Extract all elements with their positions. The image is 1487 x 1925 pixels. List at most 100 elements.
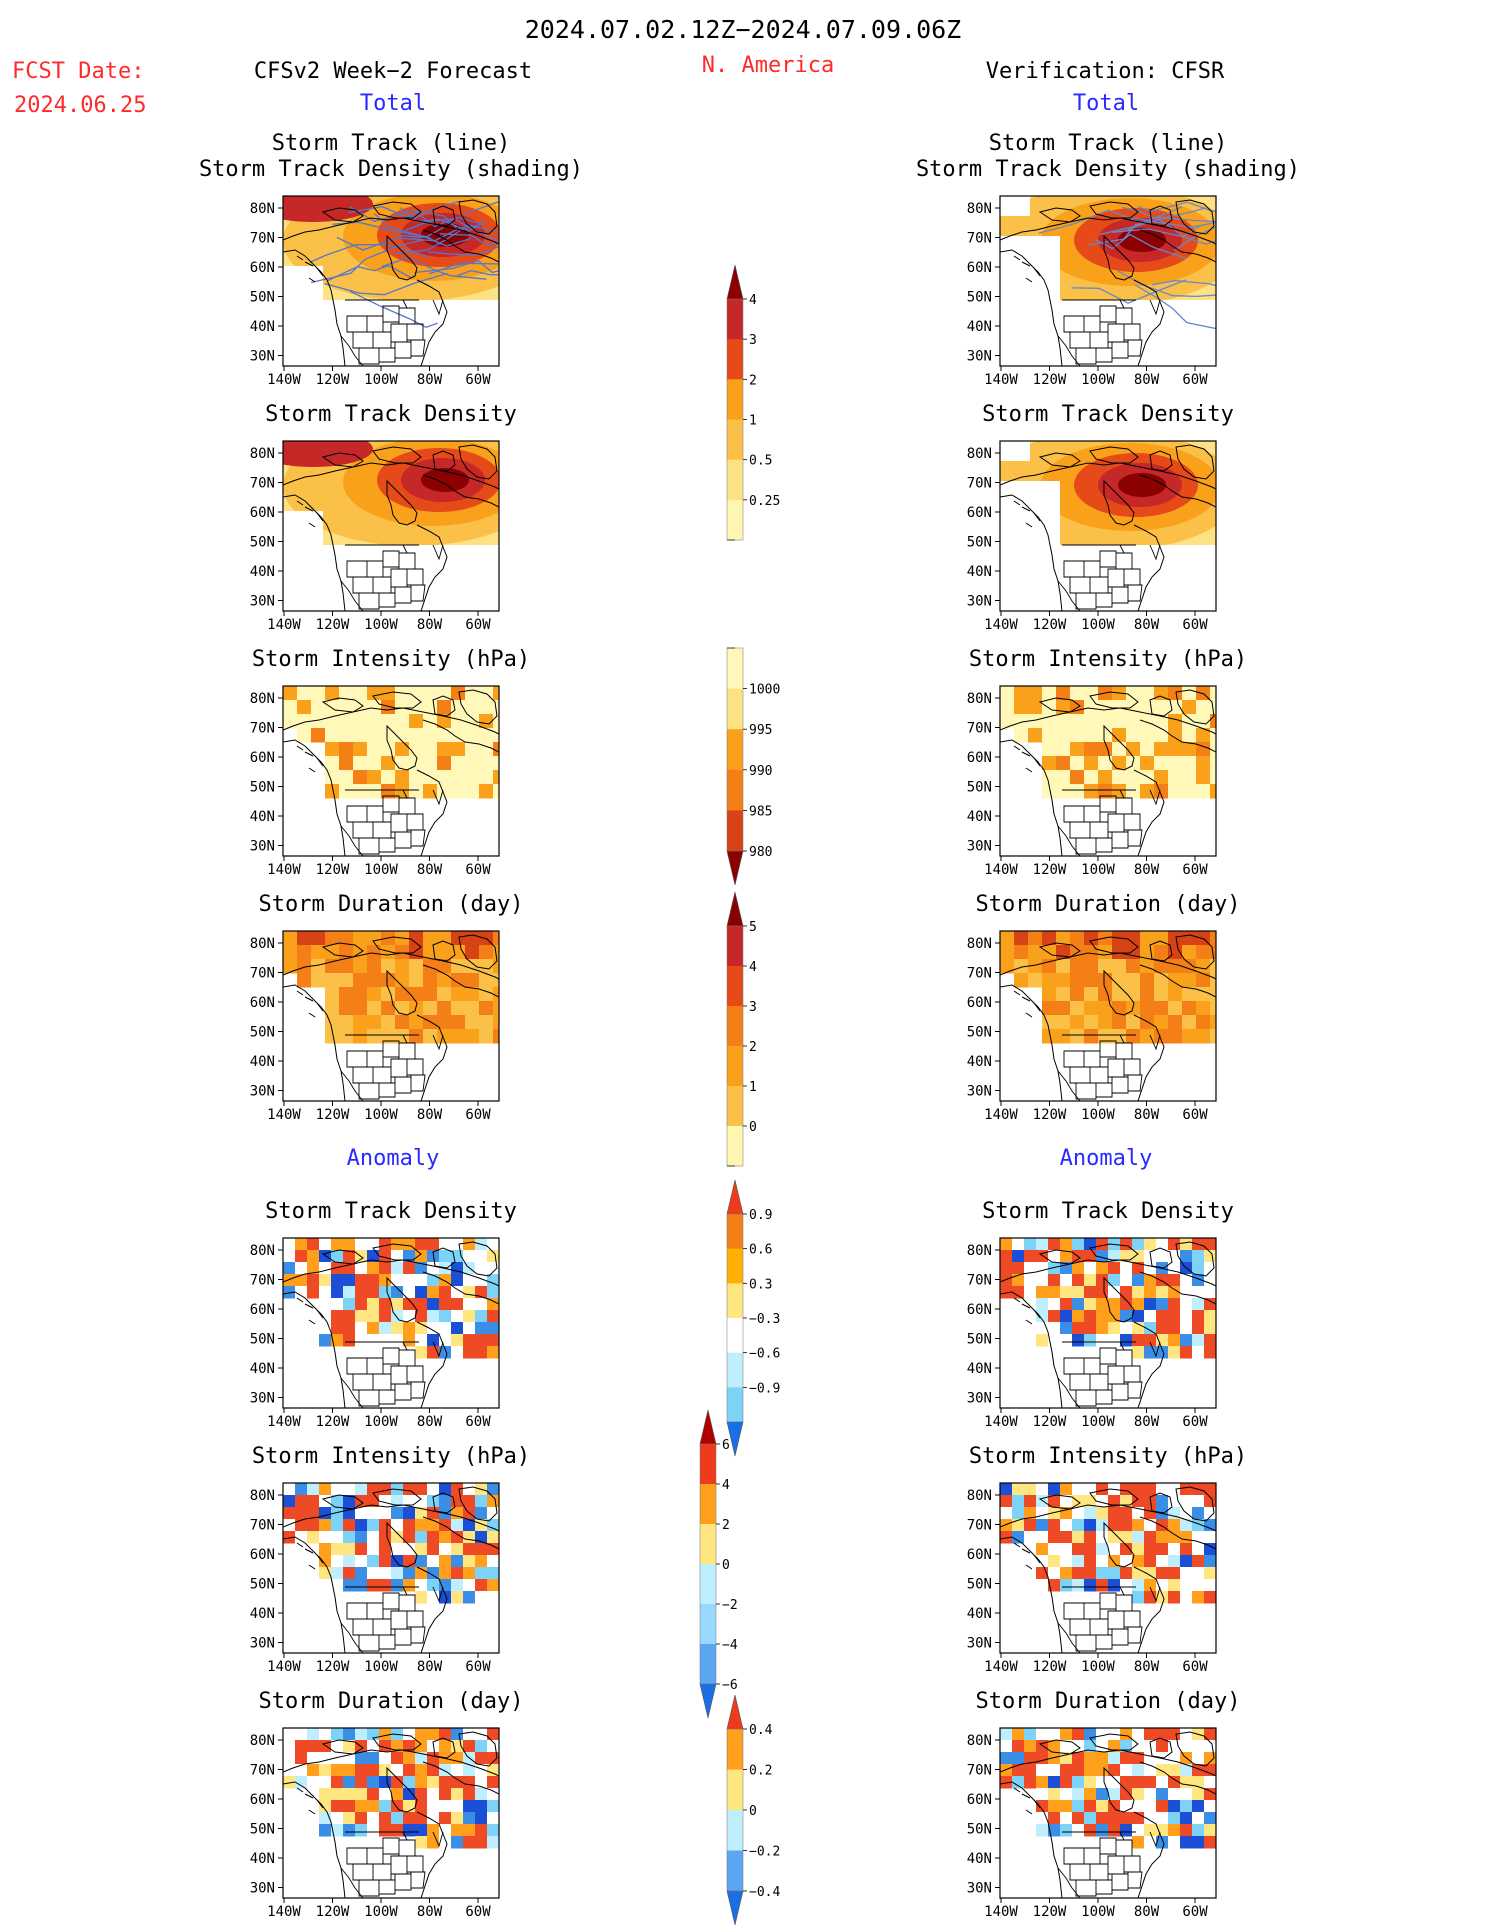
lon-tick-label: 80W <box>1134 1904 1160 1920</box>
lat-tick-label: 80N <box>967 201 992 217</box>
lat-tick-label: 30N <box>250 1084 275 1100</box>
lat-tick-label: 70N <box>967 966 992 982</box>
lat-tick-label: 60N <box>250 1302 275 1318</box>
colorbar-label: −0.2 <box>749 1845 780 1860</box>
left-anomaly-label: Anomaly <box>347 1146 440 1171</box>
lon-tick-label: 80W <box>1134 1107 1160 1123</box>
map-frame <box>999 1727 1217 1899</box>
colorbar-label: 0.5 <box>749 454 772 469</box>
lat-tick-label: 50N <box>967 1822 992 1838</box>
lon-tick-label: 120W <box>316 1904 350 1920</box>
lon-tick-label: 120W <box>316 1414 350 1430</box>
lon-tick-label: 100W <box>1081 862 1115 878</box>
panel-title: Storm Track Density <box>982 1199 1234 1224</box>
colorbar-label: 0 <box>722 1558 730 1573</box>
lat-tick-label: 60N <box>967 1792 992 1808</box>
lat-tick-label: 70N <box>967 231 992 247</box>
colorbar-label: 2 <box>749 1040 757 1055</box>
density-colorbar: 4 3 2 1 0.5 0.25 <box>726 264 780 541</box>
lon-tick-label: 120W <box>1033 1904 1067 1920</box>
lon-tick-label: 140W <box>267 372 301 388</box>
lon-tick-label: 60W <box>465 1659 491 1675</box>
lat-tick-label: 40N <box>250 1606 275 1622</box>
duration-anomaly-colorbar: 0.4 0.2 0 −0.2 −0.4 <box>726 1694 780 1925</box>
lon-tick-label: 80W <box>417 862 443 878</box>
lon-tick-label: 100W <box>1081 372 1115 388</box>
lat-tick-label: 60N <box>967 260 992 276</box>
lon-tick-label: 60W <box>1182 372 1208 388</box>
map-panel: Storm Intensity (hPa) 80N 70N 60N 50N 40N 30N 1… <box>250 647 530 878</box>
lon-tick-label: 80W <box>417 1414 443 1430</box>
colorbar-label: 1 <box>749 414 757 429</box>
lon-tick-label: 60W <box>465 1904 491 1920</box>
panel-title: Storm Duration (day) <box>976 1689 1241 1714</box>
lon-tick-label: 140W <box>267 862 301 878</box>
colorbar-label: −0.3 <box>749 1312 780 1327</box>
lat-tick-label: 40N <box>250 319 275 335</box>
lat-tick-label: 60N <box>250 505 275 521</box>
right-anomaly-label: Anomaly <box>1060 1146 1153 1171</box>
panel-title: Storm Track Density <box>265 402 517 427</box>
lat-tick-label: 70N <box>967 1763 992 1779</box>
lon-tick-label: 60W <box>465 372 491 388</box>
lat-tick-label: 50N <box>250 1577 275 1593</box>
map-frame <box>282 1727 500 1899</box>
colorbar-label: 3 <box>749 333 757 348</box>
lon-tick-label: 120W <box>316 1659 350 1675</box>
panel-title: Storm Track Density <box>982 402 1234 427</box>
map-frame <box>999 1237 1217 1409</box>
colorbar-label: 4 <box>749 960 757 975</box>
lat-tick-label: 40N <box>250 1054 275 1070</box>
lon-tick-label: 100W <box>364 1414 398 1430</box>
panel-title: Storm Intensity (hPa) <box>252 647 530 672</box>
lat-tick-label: 70N <box>967 721 992 737</box>
lon-tick-label: 100W <box>364 372 398 388</box>
lon-tick-label: 60W <box>465 1107 491 1123</box>
lat-tick-label: 60N <box>967 505 992 521</box>
lon-tick-label: 60W <box>465 617 491 633</box>
lat-tick-label: 70N <box>250 721 275 737</box>
lat-tick-label: 40N <box>967 319 992 335</box>
lat-tick-label: 80N <box>967 936 992 952</box>
lon-tick-label: 140W <box>984 1659 1018 1675</box>
lat-tick-label: 60N <box>250 1547 275 1563</box>
colorbar-label: 6 <box>722 1438 730 1453</box>
duration-colorbar: 5 4 3 2 1 0 <box>726 891 757 1167</box>
lat-tick-label: 80N <box>250 691 275 707</box>
lat-tick-label: 80N <box>967 1488 992 1504</box>
lat-tick-label: 50N <box>250 1025 275 1041</box>
lat-tick-label: 50N <box>967 1025 992 1041</box>
lat-tick-label: 40N <box>967 1851 992 1867</box>
colorbar-label: 995 <box>749 723 772 738</box>
colorbar-label: 990 <box>749 764 772 779</box>
lat-tick-label: 30N <box>250 594 275 610</box>
colorbar-label: 0.25 <box>749 494 780 509</box>
density-anomaly-colorbar: 0.9 0.6 0.3 −0.3 −0.6 −0.9 <box>726 1179 780 1457</box>
colorbar-label: 985 <box>749 804 772 819</box>
region-label: N. America <box>702 53 834 78</box>
colorbar-label: 0 <box>749 1120 757 1135</box>
lon-tick-label: 80W <box>417 372 443 388</box>
colorbar-label: 0.3 <box>749 1277 772 1292</box>
lat-tick-label: 70N <box>250 1273 275 1289</box>
map-panel: Storm Track (line)Storm Track Density (s… <box>916 131 1300 388</box>
lon-tick-label: 120W <box>316 617 350 633</box>
colorbar-label: −0.4 <box>749 1885 780 1900</box>
lon-tick-label: 100W <box>364 617 398 633</box>
lat-tick-label: 30N <box>967 839 992 855</box>
map-panel: Storm Intensity (hPa) 80N 70N 60N 50N 40N 30N 1… <box>250 1444 530 1675</box>
lon-tick-label: 60W <box>1182 1414 1208 1430</box>
lon-tick-label: 100W <box>1081 617 1115 633</box>
date-range-title: 2024.07.02.12Z−2024.07.09.06Z <box>525 15 962 44</box>
lon-tick-label: 60W <box>465 862 491 878</box>
lon-tick-label: 80W <box>1134 372 1160 388</box>
lon-tick-label: 80W <box>1134 1414 1160 1430</box>
colorbar-label: 2 <box>749 373 757 388</box>
lon-tick-label: 80W <box>1134 862 1160 878</box>
lat-tick-label: 60N <box>250 260 275 276</box>
map-panel: Storm Track Density 80N 70N 60N 50N 40N 30N 140… <box>967 1199 1234 1430</box>
colorbar-label: 0.2 <box>749 1764 772 1779</box>
lat-tick-label: 40N <box>967 564 992 580</box>
lat-tick-label: 50N <box>967 535 992 551</box>
colorbar-label: 4 <box>722 1478 730 1493</box>
